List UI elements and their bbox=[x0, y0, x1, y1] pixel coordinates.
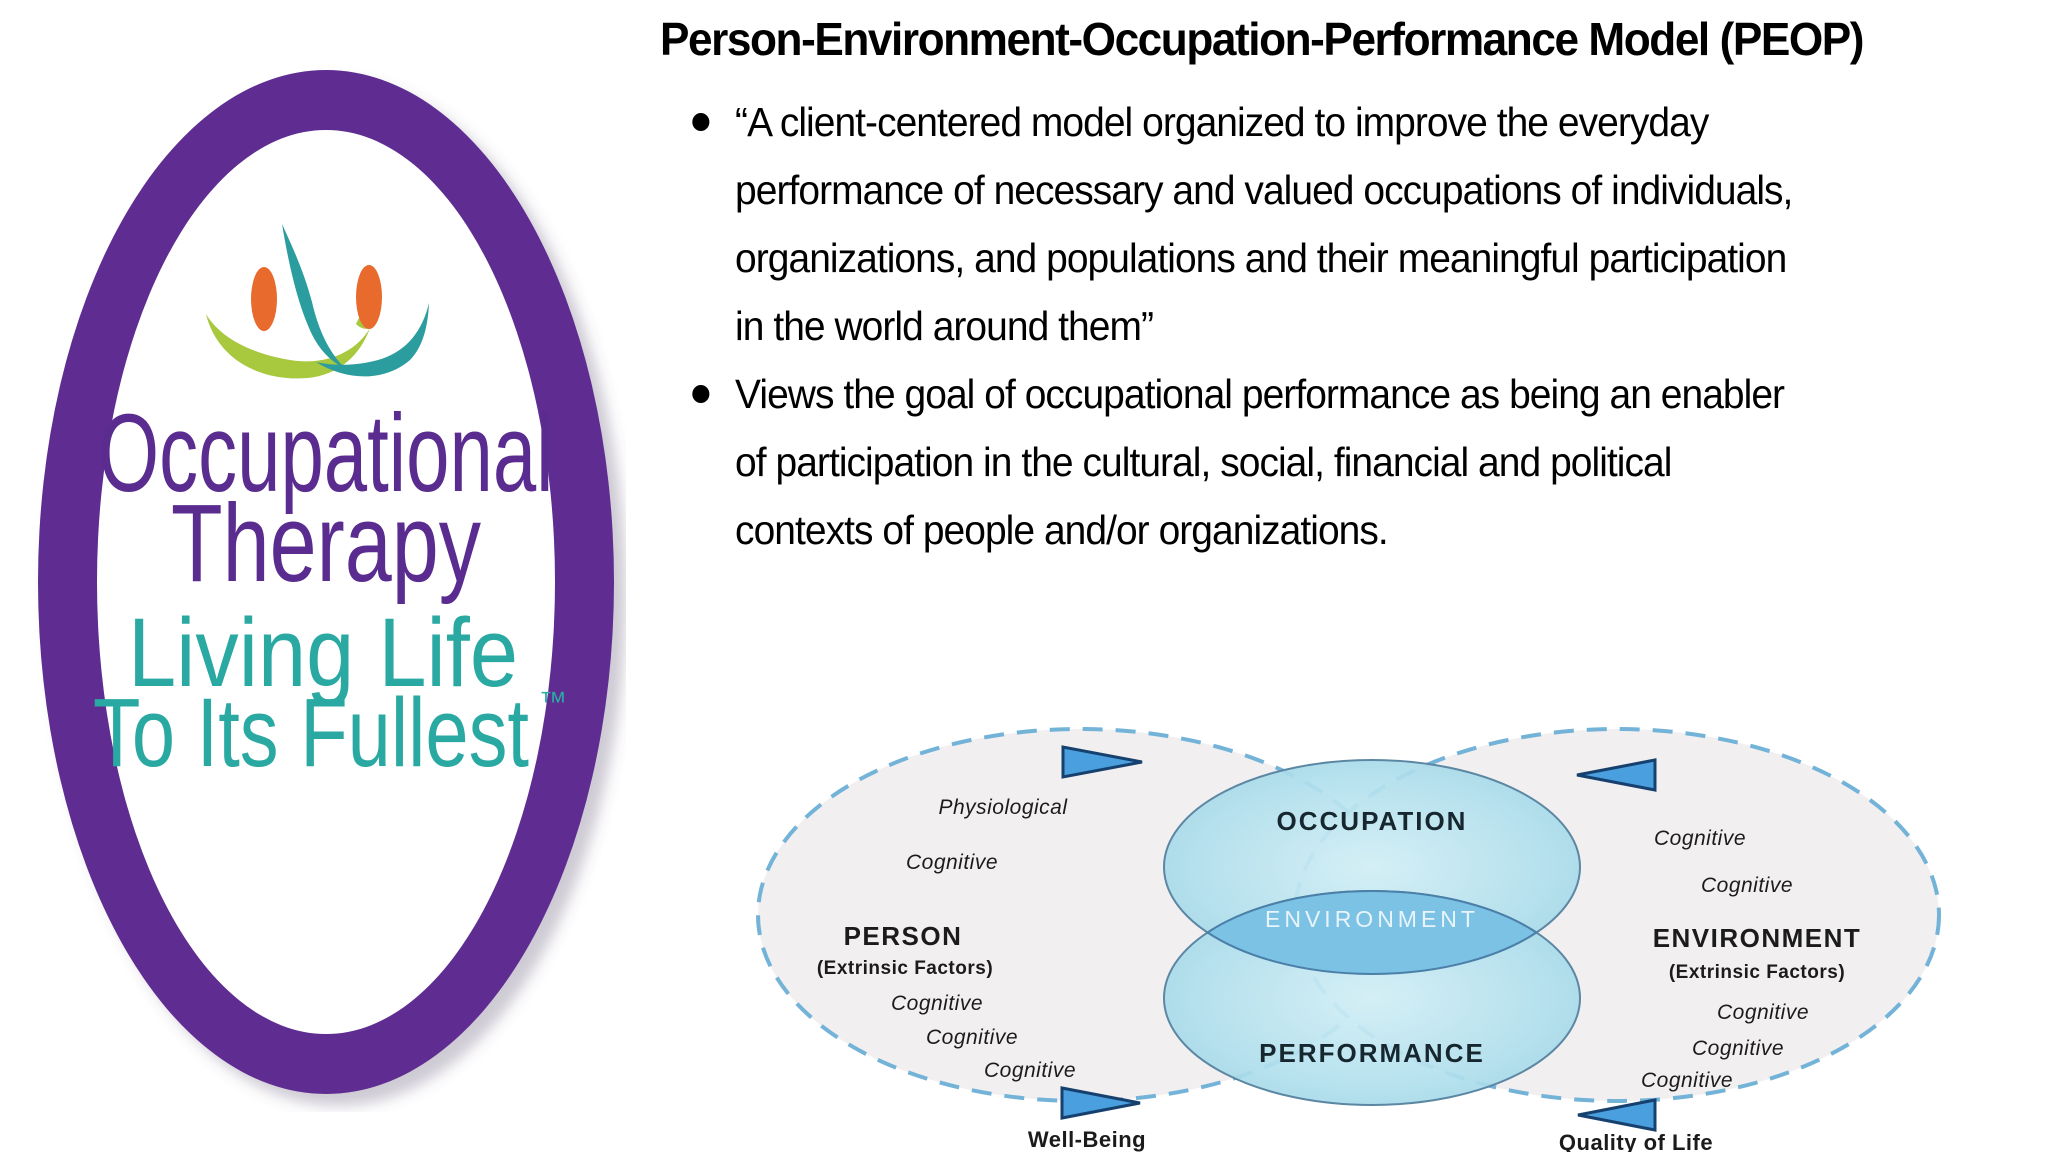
occupational-therapy-logo: Occupational Therapy Living Life To Its … bbox=[26, 56, 626, 1112]
slide-title: Person-Environment-Occupation-Performanc… bbox=[660, 13, 1865, 65]
environment-factor: Cognitive bbox=[1654, 827, 1746, 850]
bullet-text-line: in the world around them” bbox=[735, 303, 1154, 349]
logo-inner-oval bbox=[97, 130, 555, 1034]
environment-factor: Cognitive bbox=[1692, 1037, 1784, 1060]
logo-word-occupational: Occupational bbox=[99, 392, 554, 515]
bullet-item-goal: Views the goal of occupational performan… bbox=[660, 360, 1952, 564]
quality-of-life-label: Quality of Life bbox=[1559, 1130, 1713, 1152]
person-factor: Physiological bbox=[938, 796, 1068, 819]
environment-factor: Cognitive bbox=[1641, 1069, 1733, 1092]
person-factor: Cognitive bbox=[891, 992, 983, 1015]
performance-label: PERFORMANCE bbox=[1259, 1038, 1485, 1068]
peop-venn-graphic: Physiological Cognitive PERSON (Extrinsi… bbox=[756, 727, 1941, 1152]
bullet-text-line: contexts of people and/or organizations. bbox=[735, 507, 1389, 553]
person-sublabel: (Extrinsic Factors) bbox=[817, 958, 993, 979]
peop-diagram: Physiological Cognitive PERSON (Extrinsi… bbox=[740, 550, 2048, 1152]
environment-overlap-lens bbox=[1205, 890, 1539, 975]
green-figure-body bbox=[206, 314, 370, 379]
person-factor: Cognitive bbox=[926, 1026, 1018, 1049]
orange-head-right bbox=[356, 265, 382, 329]
orange-head-left bbox=[251, 267, 277, 331]
environment-factor: Cognitive bbox=[1717, 1001, 1809, 1024]
rotation-arrow-top-left bbox=[1061, 745, 1143, 779]
environment-lens-label: ENVIRONMENT bbox=[1265, 906, 1479, 932]
environment-sublabel: (Extrinsic Factors) bbox=[1669, 962, 1845, 983]
logo-graphic: Occupational Therapy Living Life To Its … bbox=[38, 70, 626, 1106]
person-label: PERSON bbox=[844, 921, 963, 951]
person-factor: Cognitive bbox=[906, 851, 998, 874]
teal-figure-arm bbox=[282, 224, 346, 369]
bullet-text-line: performance of necessary and valued occu… bbox=[735, 167, 1793, 213]
occupation-label: OCCUPATION bbox=[1277, 806, 1468, 836]
rotation-arrow-top-right bbox=[1576, 758, 1657, 792]
person-factor: Cognitive bbox=[984, 1059, 1076, 1082]
bullet-text-line: of participation in the cultural, social… bbox=[735, 439, 1672, 485]
logo-tagline-to-its-fullest: To Its Fullest bbox=[93, 678, 529, 787]
bullet-text-line: “A client-centered model organized to im… bbox=[735, 99, 1709, 145]
rotation-arrow-bottom-right bbox=[1577, 1098, 1657, 1132]
logo-trademark-symbol: ™ bbox=[539, 686, 567, 717]
environment-label: ENVIRONMENT bbox=[1653, 923, 1862, 953]
well-being-label: Well-Being bbox=[1028, 1127, 1146, 1152]
logo-tagline-living-life: Living Life bbox=[128, 598, 518, 707]
logo-figures-icon bbox=[206, 224, 429, 379]
bullet-list: “A client-centered model organized to im… bbox=[660, 88, 1952, 564]
teal-figure-body bbox=[316, 303, 429, 377]
logo-word-therapy: Therapy bbox=[171, 482, 481, 605]
bullet-item-definition: “A client-centered model organized to im… bbox=[660, 88, 1952, 360]
environment-factor: Cognitive bbox=[1701, 874, 1793, 897]
bullet-text-line: Views the goal of occupational performan… bbox=[735, 371, 1785, 417]
rotation-arrow-bottom-left bbox=[1060, 1086, 1141, 1120]
bullet-text-line: organizations, and populations and their… bbox=[735, 235, 1787, 281]
